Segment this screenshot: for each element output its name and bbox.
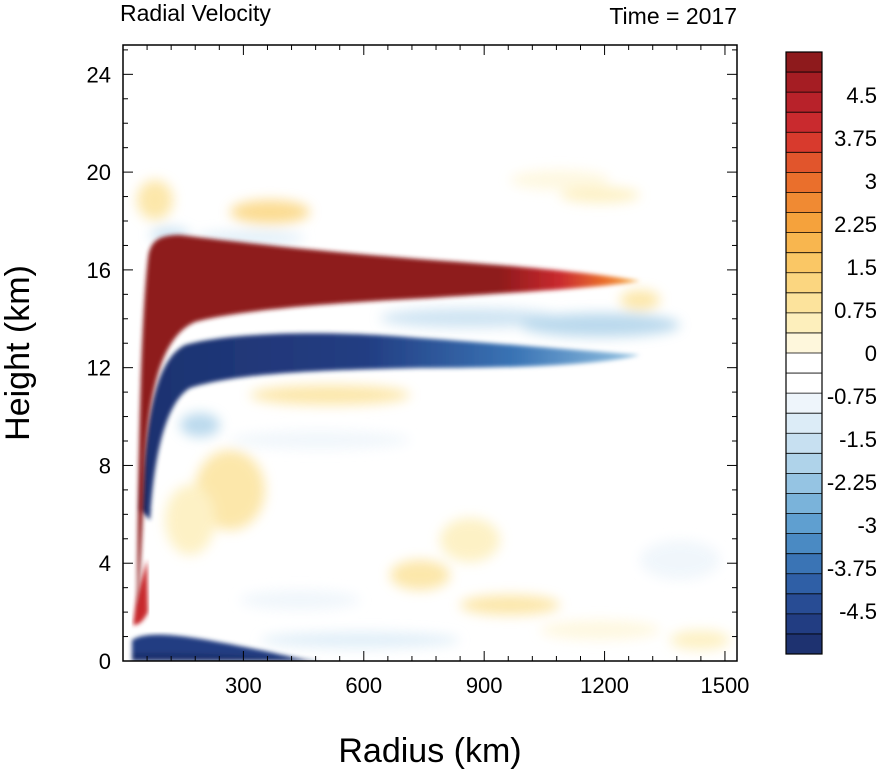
y-tick-label: 0: [99, 649, 111, 674]
colorbar-label: 3.75: [834, 126, 877, 151]
colorbar-swatch: [786, 633, 822, 655]
colorbar-swatch: [786, 272, 822, 294]
colorbar-swatch: [786, 573, 822, 595]
x-tick-label: 600: [345, 673, 382, 698]
colorbar-label: 4.5: [846, 83, 877, 108]
colorbar-label: 0.75: [834, 298, 877, 323]
colorbar-swatch: [786, 373, 822, 394]
colorbar-label: 1.5: [846, 255, 877, 280]
x-tick-label: 1500: [700, 673, 749, 698]
y-tick-label: 12: [87, 356, 111, 381]
time-label: Time = 2017: [609, 3, 737, 29]
colorbar-frame: [785, 51, 823, 655]
colorbar-label: 2.25: [834, 212, 877, 237]
colorbar-swatch: [786, 473, 822, 494]
colorbar-swatch: [786, 192, 822, 213]
colorbar-swatch: [786, 353, 822, 374]
heatmap-field: [132, 170, 730, 661]
colorbar-swatch: [786, 292, 822, 314]
y-tick-label: 8: [99, 453, 111, 478]
colorbar-swatch: [786, 232, 822, 253]
x-axis-label: Radius (km): [338, 732, 521, 770]
colorbar-swatch: [786, 553, 822, 575]
colorbar: 4.5 3.75 3 2.25 1.5 0.75 0 -0.75 -1.5 -2.25 -3 -3.7…: [785, 51, 877, 655]
colorbar-swatch: [786, 513, 822, 534]
colorbar-swatch: [786, 112, 822, 133]
colorbar-label: -1.5: [839, 427, 877, 452]
colorbar-swatch: [786, 172, 822, 193]
colorbar-swatch: [786, 493, 822, 514]
colorbar-swatch: [786, 152, 822, 173]
x-tick-label: 900: [466, 673, 503, 698]
colorbar-swatch: [786, 312, 822, 334]
x-axis-ticks: 300 600 900 1200 1500: [122, 45, 749, 698]
y-axis-ticks: 0 4 8 12 16 20 24: [87, 49, 737, 674]
colorbar-label: -0.75: [827, 384, 877, 409]
x-tick-label: 300: [225, 673, 262, 698]
colorbar-label: -3: [857, 513, 877, 538]
colorbar-swatch: [786, 453, 822, 474]
colorbar-label: -4.5: [839, 599, 877, 624]
colorbar-swatch: [786, 252, 822, 274]
colorbar-label: -3.75: [827, 556, 877, 581]
y-tick-label: 20: [87, 160, 111, 185]
chart-title: Radial Velocity: [120, 0, 271, 26]
plot-frame: [122, 44, 738, 662]
colorbar-swatch: [786, 533, 822, 554]
colorbar-label: 3: [865, 169, 877, 194]
colorbar-swatch: [786, 332, 822, 354]
colorbar-swatch: [786, 413, 822, 434]
colorbar-swatch: [786, 433, 822, 454]
colorbar-swatch: [786, 52, 822, 73]
y-axis-label: Height (km): [0, 265, 37, 441]
y-tick-label: 16: [87, 258, 111, 283]
colorbar-swatch: [786, 92, 822, 113]
colorbar-swatch: [786, 593, 822, 615]
colorbar-swatch: [786, 613, 822, 635]
colorbar-label: 0: [865, 341, 877, 366]
x-tick-label: 1200: [580, 673, 629, 698]
colorbar-label: -2.25: [827, 470, 877, 495]
y-tick-label: 24: [87, 62, 111, 87]
colorbar-swatch: [786, 72, 822, 93]
colorbar-swatch: [786, 393, 822, 414]
y-tick-label: 4: [99, 551, 111, 576]
colorbar-swatch: [786, 132, 822, 153]
colorbar-swatch: [786, 212, 822, 233]
